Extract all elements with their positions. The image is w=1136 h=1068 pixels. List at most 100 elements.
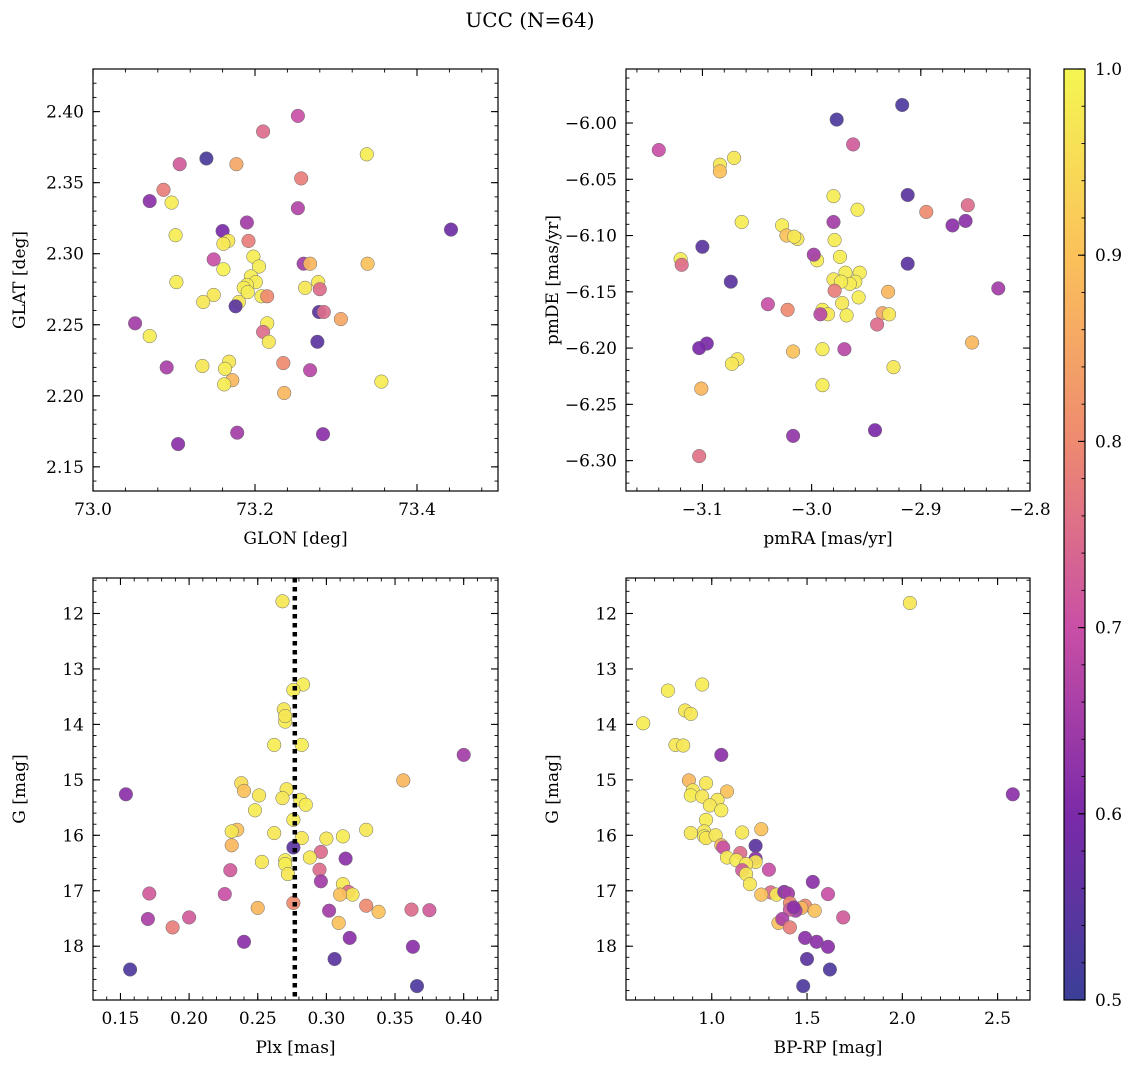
data-point [142,886,157,901]
data-point [846,137,861,152]
x-axis-label: GLON [deg] [243,529,347,549]
axis-ticks [92,578,498,1000]
colorbar-tick-label: 0.8 [1095,432,1122,452]
y-tick-label: 13 [595,660,617,680]
x-tick-label: 73.2 [236,500,274,520]
data-point [827,283,842,298]
data-point [806,247,821,262]
y-tick-label: 12 [595,604,617,624]
data-point [229,157,244,172]
y-tick-label: 14 [595,715,617,735]
data-point [712,164,727,179]
data-point [754,822,769,837]
panel-bprp-g: 1.0 1.5 2.0 2.5 12 13 14 15 16 17 18 BP-RP [mag] G [… [543,577,1031,1058]
y-tick-label: 2.30 [46,245,84,265]
x-tick-label: 0.30 [307,1009,345,1029]
y-tick-label: −6.25 [565,395,617,415]
axes-frame [625,68,1031,492]
data-point [260,289,275,304]
data-point [724,356,739,371]
data-point [900,256,915,271]
axis-ticks [626,69,1031,491]
x-tick-label: 2.5 [984,1009,1011,1029]
x-tick-label: −2.9 [900,500,941,520]
y-tick-label: 17 [62,882,84,902]
y-axis-label: G [mag] [543,754,563,823]
data-point [278,709,293,724]
data-point [240,285,255,300]
data-point [714,803,729,818]
scatter-points [118,594,471,994]
data-point [698,812,714,827]
data-point [276,356,291,371]
data-point [787,229,802,244]
data-point [837,342,852,357]
scatter-points [636,595,1020,994]
colorbar-frame [1063,68,1086,1001]
data-point [345,887,360,902]
data-point [895,97,910,113]
data-point [761,862,776,877]
data-point [254,854,269,869]
data-point [867,423,883,438]
y-tick-label: 13 [62,660,84,680]
data-point [443,222,459,237]
data-point [839,308,854,323]
data-point [316,304,331,320]
data-point [239,215,254,230]
y-tick-label: 12 [62,604,84,624]
x-tick-label: 1.5 [794,1009,821,1029]
data-point [206,252,221,267]
data-point [312,282,327,297]
data-point [456,747,471,762]
data-point [958,213,973,228]
data-point [359,147,374,162]
data-point [335,829,350,844]
x-tick-label: −3.0 [791,500,832,520]
data-point [294,737,309,752]
data-point [290,108,305,123]
data-point [159,360,174,375]
data-point [807,903,822,918]
data-point [342,930,357,945]
data-point [714,747,729,762]
x-tick-label: 0.40 [445,1009,483,1029]
x-tick-label: 2.0 [889,1009,916,1029]
data-point [236,783,252,798]
data-point [782,920,797,935]
data-point [303,363,318,378]
data-point [280,867,295,882]
colorbar-fill [1064,69,1085,1000]
data-point [275,594,290,609]
y-tick-label: −6.05 [565,170,617,190]
data-point [216,236,231,251]
data-point [250,900,265,915]
axes-frame [92,577,499,1001]
x-tick-label: 73.0 [74,500,112,520]
x-tick-label: 0.15 [102,1009,140,1029]
data-point [780,302,795,317]
data-point [799,951,815,967]
data-point [360,256,375,271]
x-axis-label: BP-RP [mag] [774,1038,883,1058]
y-axis-label: GLAT [deg] [10,231,30,329]
colorbar: 0.5 0.6 0.7 0.8 0.9 1.0 [1063,60,1122,1011]
data-point [826,189,841,204]
data-point [331,915,346,930]
data-point [359,898,374,913]
data-point [786,344,801,359]
y-tick-label: 18 [62,937,84,957]
data-point [256,124,271,139]
scatter-points [651,97,1006,464]
colorbar-tick-label: 1.0 [1095,60,1122,80]
data-point [298,797,313,812]
data-point [156,182,171,197]
y-tick-label: −6.20 [565,339,617,359]
data-point [396,773,411,788]
axis-ticks [626,578,1030,1000]
y-axis-label: pmDE [mas/yr] [543,215,563,345]
axis-ticks [92,68,498,491]
data-point [832,249,848,264]
